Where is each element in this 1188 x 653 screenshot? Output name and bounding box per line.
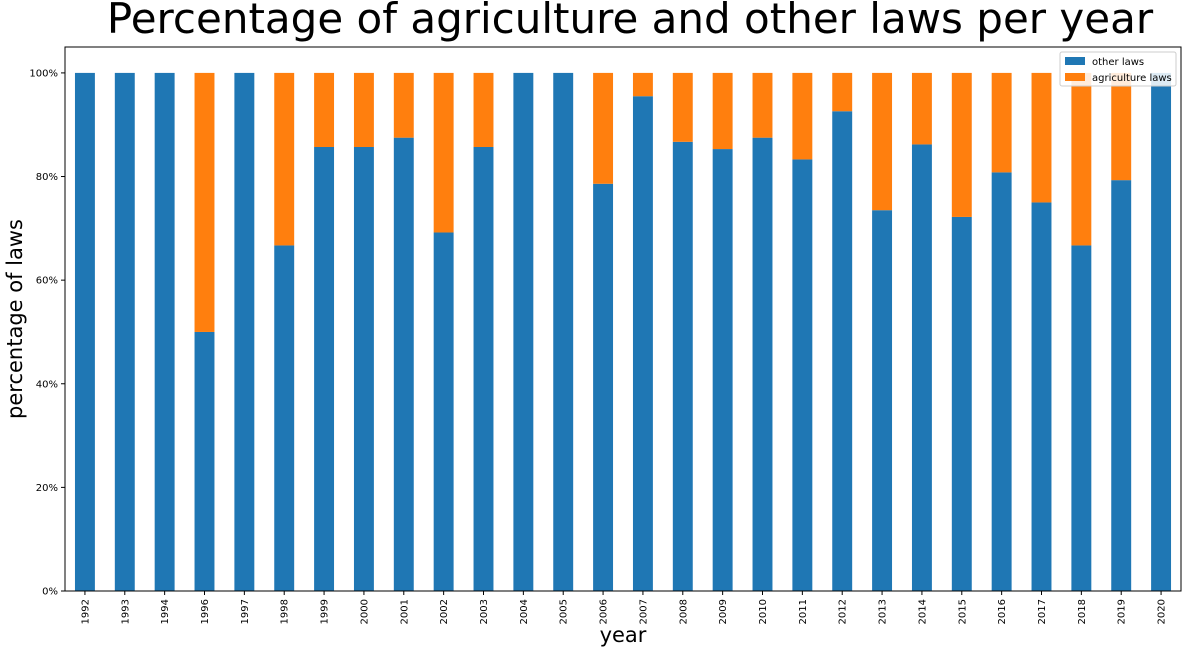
chart-title: Percentage of agriculture and other laws… bbox=[106, 0, 1154, 43]
legend: other laws agriculture laws bbox=[1059, 51, 1177, 87]
y-axis-label: percentage of laws bbox=[3, 219, 27, 419]
legend-box bbox=[1059, 51, 1177, 87]
x-tick-label-2010: 2010 bbox=[758, 599, 769, 624]
x-axis: 1992 1993 1994 1996 1997 1998 1999 2000 2001 2002… bbox=[80, 591, 1168, 624]
bar-agriculture-laws-2008 bbox=[672, 72, 693, 142]
bar-other-laws-2016 bbox=[991, 172, 1012, 592]
y-axis: 0% 20% 40% 60% 80% 100% bbox=[29, 68, 65, 598]
bar-agriculture-laws-2010 bbox=[752, 72, 773, 138]
x-tick-label-1999: 1999 bbox=[320, 599, 331, 624]
bar-agriculture-laws-2018 bbox=[1071, 72, 1092, 246]
y-tick-label: 20% bbox=[36, 483, 58, 494]
x-tick-label-2017: 2017 bbox=[1037, 599, 1048, 624]
x-tick-label-2009: 2009 bbox=[718, 599, 729, 624]
bar-agriculture-laws-2016 bbox=[991, 72, 1012, 173]
bar-other-laws-2004 bbox=[513, 72, 534, 591]
bar-other-laws-2015 bbox=[951, 216, 972, 591]
bar-agriculture-laws-2000 bbox=[353, 72, 374, 147]
bar-agriculture-laws-2019 bbox=[1111, 72, 1132, 181]
bar-agriculture-laws-2001 bbox=[393, 72, 414, 138]
legend-swatch-agriculture-laws bbox=[1065, 73, 1085, 81]
bar-other-laws-2006 bbox=[593, 183, 614, 591]
bar-other-laws-2019 bbox=[1111, 180, 1132, 591]
bar-other-laws-2002 bbox=[433, 232, 454, 591]
bars-layer bbox=[74, 72, 1172, 592]
x-tick-label-2019: 2019 bbox=[1117, 599, 1128, 624]
bar-agriculture-laws-2015 bbox=[951, 72, 972, 217]
bar-other-laws-2018 bbox=[1071, 245, 1092, 591]
x-tick-label-2013: 2013 bbox=[878, 599, 889, 624]
bar-agriculture-laws-2007 bbox=[632, 72, 653, 97]
y-tick-label: 60% bbox=[36, 276, 58, 287]
legend-swatch-other-laws bbox=[1065, 57, 1085, 65]
x-tick-label-1994: 1994 bbox=[160, 599, 171, 624]
bar-other-laws-2005 bbox=[553, 72, 574, 591]
bar-other-laws-2013 bbox=[872, 210, 893, 591]
x-tick-label-2018: 2018 bbox=[1077, 599, 1088, 624]
bar-other-laws-1996 bbox=[194, 331, 215, 591]
bar-agriculture-laws-2002 bbox=[433, 72, 454, 233]
x-tick-label-1996: 1996 bbox=[200, 599, 211, 624]
x-tick-label-2008: 2008 bbox=[678, 599, 689, 624]
x-axis-label: year bbox=[600, 623, 647, 647]
bar-other-laws-2017 bbox=[1031, 202, 1052, 591]
y-tick-label: 0% bbox=[42, 587, 58, 598]
bar-other-laws-2007 bbox=[632, 96, 653, 591]
x-tick-label-2015: 2015 bbox=[957, 599, 968, 624]
bar-agriculture-laws-2013 bbox=[872, 72, 893, 211]
x-tick-label-1998: 1998 bbox=[280, 599, 291, 624]
x-tick-label-2001: 2001 bbox=[399, 599, 410, 624]
bar-other-laws-1999 bbox=[314, 146, 335, 592]
x-tick-label-1992: 1992 bbox=[80, 599, 91, 624]
bar-other-laws-1992 bbox=[74, 72, 95, 591]
x-tick-label-2000: 2000 bbox=[359, 599, 370, 624]
bar-other-laws-2011 bbox=[792, 159, 813, 591]
x-tick-label-2004: 2004 bbox=[519, 599, 530, 624]
bar-agriculture-laws-2014 bbox=[911, 72, 932, 145]
x-tick-label-2006: 2006 bbox=[599, 599, 610, 624]
bar-agriculture-laws-2009 bbox=[712, 72, 733, 150]
x-tick-label-2012: 2012 bbox=[838, 599, 849, 624]
bar-other-laws-2009 bbox=[712, 149, 733, 591]
legend-label-agriculture-laws: agriculture laws bbox=[1092, 73, 1172, 84]
x-tick-label-1997: 1997 bbox=[240, 599, 251, 624]
bar-agriculture-laws-2012 bbox=[832, 72, 853, 112]
x-tick-label-2007: 2007 bbox=[638, 599, 649, 624]
bar-other-laws-2001 bbox=[393, 137, 414, 591]
bar-other-laws-1998 bbox=[274, 245, 295, 591]
x-tick-label-2003: 2003 bbox=[479, 599, 490, 624]
plot-frame bbox=[64, 46, 1182, 592]
bar-agriculture-laws-2006 bbox=[593, 72, 614, 184]
x-tick-label-2020: 2020 bbox=[1157, 599, 1168, 624]
bar-agriculture-laws-1998 bbox=[274, 72, 295, 246]
y-tick-label: 100% bbox=[29, 68, 58, 79]
bar-other-laws-1997 bbox=[234, 72, 255, 591]
bar-other-laws-2003 bbox=[473, 146, 494, 592]
x-tick-label-2005: 2005 bbox=[559, 599, 570, 624]
x-tick-label-2016: 2016 bbox=[997, 599, 1008, 624]
x-tick-label-1993: 1993 bbox=[120, 599, 131, 624]
bar-agriculture-laws-2011 bbox=[792, 72, 813, 160]
bar-other-laws-2000 bbox=[353, 146, 374, 592]
legend-label-other-laws: other laws bbox=[1092, 57, 1144, 68]
bar-agriculture-laws-2003 bbox=[473, 72, 494, 147]
y-tick-label: 40% bbox=[36, 379, 58, 390]
x-tick-label-2011: 2011 bbox=[798, 599, 809, 624]
bar-other-laws-2020 bbox=[1151, 72, 1172, 591]
y-tick-label: 80% bbox=[36, 172, 58, 183]
bar-other-laws-2012 bbox=[832, 111, 853, 592]
bar-agriculture-laws-1996 bbox=[194, 72, 215, 332]
bar-agriculture-laws-1999 bbox=[314, 72, 335, 147]
bar-other-laws-1994 bbox=[154, 72, 175, 591]
bar-other-laws-1993 bbox=[114, 72, 135, 591]
x-tick-label-2014: 2014 bbox=[917, 599, 928, 624]
bar-other-laws-2008 bbox=[672, 141, 693, 591]
bar-other-laws-2010 bbox=[752, 137, 773, 591]
x-tick-label-2002: 2002 bbox=[439, 599, 450, 624]
bar-agriculture-laws-2017 bbox=[1031, 72, 1052, 203]
bar-other-laws-2014 bbox=[911, 144, 932, 591]
